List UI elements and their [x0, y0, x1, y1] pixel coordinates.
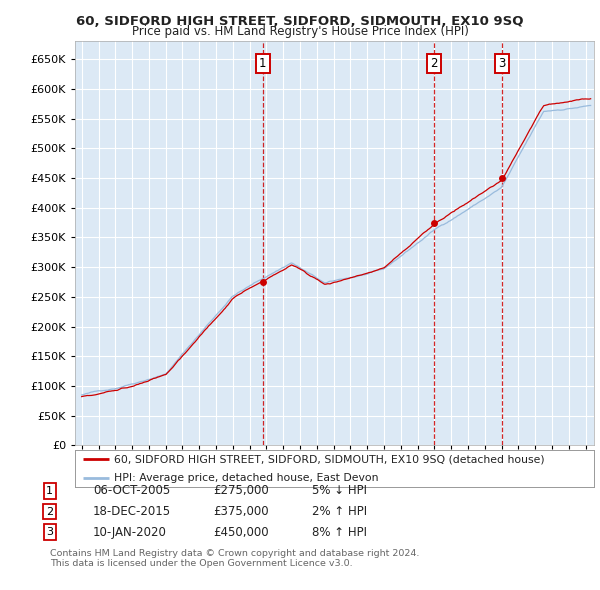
Text: 18-DEC-2015: 18-DEC-2015: [93, 505, 171, 518]
Text: 60, SIDFORD HIGH STREET, SIDFORD, SIDMOUTH, EX10 9SQ: 60, SIDFORD HIGH STREET, SIDFORD, SIDMOU…: [76, 15, 524, 28]
Text: 5% ↓ HPI: 5% ↓ HPI: [312, 484, 367, 497]
Text: 1: 1: [46, 486, 53, 496]
Text: 3: 3: [46, 527, 53, 537]
Text: 06-OCT-2005: 06-OCT-2005: [93, 484, 170, 497]
Text: 2% ↑ HPI: 2% ↑ HPI: [312, 505, 367, 518]
Text: 2: 2: [46, 507, 53, 516]
Text: £375,000: £375,000: [213, 505, 269, 518]
Text: 10-JAN-2020: 10-JAN-2020: [93, 526, 167, 539]
Text: £275,000: £275,000: [213, 484, 269, 497]
Text: Price paid vs. HM Land Registry's House Price Index (HPI): Price paid vs. HM Land Registry's House …: [131, 25, 469, 38]
Text: 2: 2: [430, 57, 437, 70]
Text: 1: 1: [259, 57, 266, 70]
Text: 8% ↑ HPI: 8% ↑ HPI: [312, 526, 367, 539]
Text: 3: 3: [499, 57, 506, 70]
Text: £450,000: £450,000: [213, 526, 269, 539]
Text: Contains HM Land Registry data © Crown copyright and database right 2024.: Contains HM Land Registry data © Crown c…: [50, 549, 419, 558]
Text: HPI: Average price, detached house, East Devon: HPI: Average price, detached house, East…: [114, 473, 379, 483]
Text: 60, SIDFORD HIGH STREET, SIDFORD, SIDMOUTH, EX10 9SQ (detached house): 60, SIDFORD HIGH STREET, SIDFORD, SIDMOU…: [114, 454, 545, 464]
Text: This data is licensed under the Open Government Licence v3.0.: This data is licensed under the Open Gov…: [50, 559, 352, 568]
